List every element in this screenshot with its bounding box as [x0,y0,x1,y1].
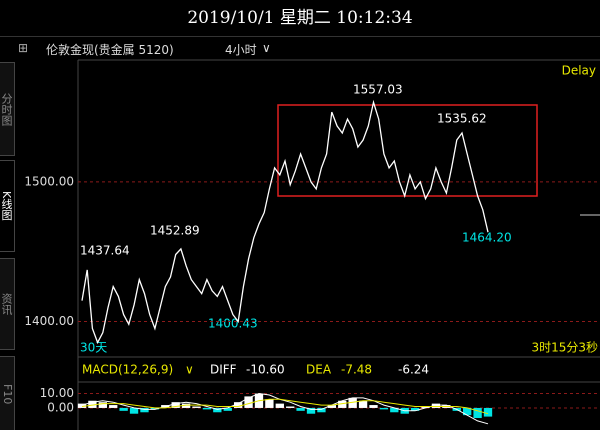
macd-line [81,392,489,425]
macd-line [81,398,489,415]
y-tick-label: 10.00 [40,386,74,400]
diff: -10.60 [246,363,285,377]
annotation: 1557.03 [353,83,403,97]
annotation: 1464.20 [462,231,512,245]
macd-bar [192,406,201,408]
period-arrow[interactable]: ∨ [262,41,271,55]
macd-bar [463,407,472,416]
tab[interactable]: 分时图 [0,62,15,156]
macd-bar [129,407,139,414]
macd-bar [317,407,326,413]
macd-value: -6.24 [398,363,429,377]
macd-bar [223,407,232,411]
macd-bar [213,407,222,413]
macd-bar [473,407,482,419]
macd-bar [244,396,253,408]
annotation: 1437.64 [80,244,130,258]
delay: Delay [562,64,596,78]
macd-bar [119,407,128,411]
macd-bar [296,407,305,411]
y-tick-label: 0.00 [47,400,74,414]
macd-bar [140,407,149,413]
macd-bar [306,407,316,414]
macd-bar [181,403,191,408]
macd-bar [275,403,284,408]
annotation: 1400.43 [208,317,258,331]
macd-bar [379,407,389,410]
instrument[interactable]: 伦敦金现(贵金属 5120) [46,43,174,57]
macd-bar [338,400,347,408]
macd-bar [150,407,160,410]
dea: -7.48 [341,363,372,377]
macd-bar [88,400,97,408]
macd-bar [410,407,420,411]
countdown: 3时15分3秒 [531,341,598,355]
annotation: 1452.89 [150,224,200,238]
macd-title[interactable]: MACD(12,26,9) [82,363,173,377]
macd-arrow[interactable]: ∨ [185,363,194,377]
macd-bar [286,406,295,408]
menu-icon[interactable]: ⊞ [18,41,29,55]
macd-bar [483,407,493,417]
tab[interactable]: K线图 [0,160,15,252]
dea-label: DEA [306,363,332,377]
range: 30天 [80,341,107,355]
macd-bar [202,407,212,410]
macd-bar [265,399,274,408]
macd-bar [233,402,243,408]
macd-bar [431,403,441,408]
highlight-box [277,104,538,197]
macd-bar [327,405,337,408]
macd-bar [109,405,118,408]
macd-bar [171,402,180,408]
macd-bar [77,403,87,408]
tab[interactable]: F10 [0,356,15,430]
period[interactable]: 4小时 [225,43,257,57]
delay-box [548,62,600,80]
title-bar: 2019/10/1 星期二 10:12:34 [0,0,600,37]
y-tick-label: 1400.00 [24,314,74,328]
macd-bar [421,406,430,408]
macd-bar [358,400,368,408]
tab[interactable]: 资讯 [0,258,15,350]
annotation: 1535.62 [437,112,487,126]
macd-bar [348,397,357,408]
diff-label: DIFF [210,363,237,377]
toolbar: ⊞ 伦敦金现(贵金属 5120) 4小时 ∨ [0,38,600,58]
price-line [81,99,489,345]
macd-bar [98,402,107,408]
macd-bar [369,405,378,408]
y-tick-label: 1500.00 [24,174,74,188]
macd-bar [390,407,399,413]
